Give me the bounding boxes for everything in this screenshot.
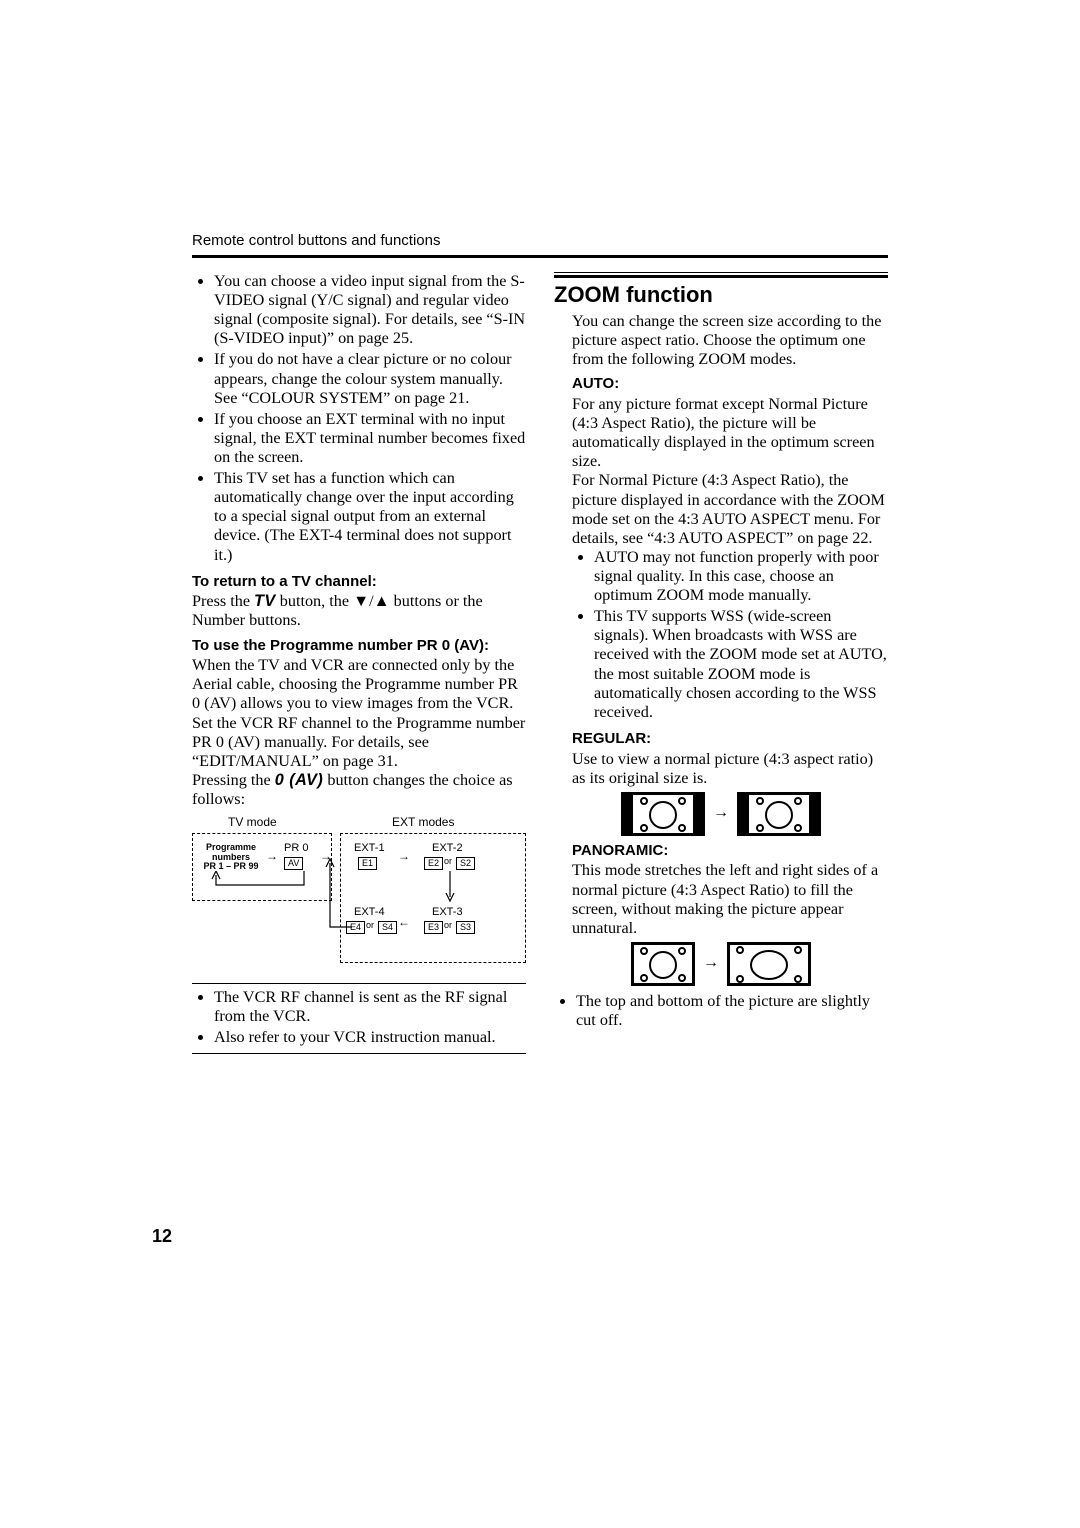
ext2-label: EXT-2 — [432, 843, 463, 855]
arrow-down-icon — [444, 871, 456, 905]
programme-heading: To use the Programme number PR 0 (AV): — [192, 637, 526, 655]
arrow-left-icon: → — [398, 915, 410, 929]
ext4-label: EXT-4 — [354, 907, 385, 919]
intro-bullets: You can choose a video input signal from… — [192, 272, 526, 565]
return-paragraph: Press the TV button, the ▼/▲ buttons or … — [192, 592, 526, 630]
e3-key: E3 — [424, 921, 443, 934]
ext3-label: EXT-3 — [432, 907, 463, 919]
header-rule — [192, 255, 888, 258]
list-item: AUTO may not function properly with poor… — [594, 548, 888, 605]
return-arrow-icon — [208, 871, 320, 897]
auto-heading: AUTO: — [572, 375, 888, 393]
return-heading: To return to a TV channel: — [192, 573, 526, 591]
auto-paragraph-2: For Normal Picture (4:3 Aspect Ratio), t… — [572, 471, 888, 547]
tv-narrow-icon — [631, 942, 695, 986]
tv-wide-pillarbox-icon — [737, 792, 821, 836]
zoom-intro: You can change the screen size according… — [572, 312, 888, 369]
arrow-right-icon: → — [713, 804, 729, 823]
list-item: The VCR RF channel is sent as the RF sig… — [214, 988, 526, 1026]
notes-box: The VCR RF channel is sent as the RF sig… — [192, 983, 526, 1054]
panoramic-paragraph: This mode stretches the left and right s… — [572, 861, 888, 937]
pr0-label: PR 0 — [284, 843, 308, 855]
zoom-heading-wrap: ZOOM function — [554, 272, 888, 308]
auto-bullets: AUTO may not function properly with poor… — [572, 548, 888, 722]
regular-illustration: → — [554, 792, 888, 836]
ext1-label: EXT-1 — [354, 843, 385, 855]
or-label: or — [444, 921, 452, 930]
text: Pressing the — [192, 771, 275, 789]
or-label: or — [444, 857, 452, 866]
arrow-right-icon: → — [703, 954, 719, 973]
zoom-heading: ZOOM function — [554, 282, 888, 308]
panoramic-bullets: The top and bottom of the picture are sl… — [554, 992, 888, 1030]
page-number: 12 — [152, 1226, 172, 1247]
list-item: The top and bottom of the picture are sl… — [576, 992, 888, 1030]
programme-paragraph-2: Pressing the 0 (AV) button changes the c… — [192, 771, 526, 809]
ext-modes-label: EXT modes — [392, 815, 454, 829]
text: Press the — [192, 592, 254, 610]
programme-numbers-label: ProgrammenumbersPR 1 – PR 99 — [198, 843, 264, 871]
tv-wide-pillarbox-icon — [621, 792, 705, 836]
zero-av-button-label: 0 (AV) — [275, 771, 324, 789]
e2-key: E2 — [424, 857, 443, 870]
panoramic-heading: PANORAMIC: — [572, 842, 888, 860]
regular-heading: REGULAR: — [572, 730, 888, 748]
mode-diagram: TV mode EXT modes ProgrammenumbersPR 1 –… — [192, 815, 526, 975]
auto-paragraph-1: For any picture format except Normal Pic… — [572, 395, 888, 471]
s3-key: S3 — [456, 921, 475, 934]
tv-mode-label: TV mode — [228, 815, 277, 829]
list-item: You can choose a video input signal from… — [214, 272, 526, 348]
arrow-right-icon: → — [266, 849, 278, 863]
left-column: You can choose a video input signal from… — [192, 272, 526, 1054]
tv-button-label: TV — [254, 592, 276, 610]
s4-key: S4 — [378, 921, 397, 934]
arrow-right-icon: → — [398, 849, 410, 863]
list-item: This TV supports WSS (wide-screen signal… — [594, 607, 888, 722]
page-header: Remote control buttons and functions — [192, 232, 888, 249]
av-key: AV — [284, 857, 303, 870]
s2-key: S2 — [456, 857, 475, 870]
list-item: This TV set has a function which can aut… — [214, 469, 526, 565]
return-arrow-icon — [322, 857, 356, 933]
list-item: If you choose an EXT terminal with no in… — [214, 410, 526, 467]
panoramic-illustration: → — [554, 942, 888, 986]
programme-paragraph-1: When the TV and VCR are connected only b… — [192, 656, 526, 771]
tv-wide-stretched-icon — [727, 942, 811, 986]
list-item: If you do not have a clear picture or no… — [214, 350, 526, 407]
regular-paragraph: Use to view a normal picture (4:3 aspect… — [572, 750, 888, 788]
right-column: ZOOM function You can change the screen … — [554, 272, 888, 1054]
or-label: or — [366, 921, 374, 930]
e1-key: E1 — [358, 857, 377, 870]
list-item: Also refer to your VCR instruction manua… — [214, 1028, 526, 1047]
